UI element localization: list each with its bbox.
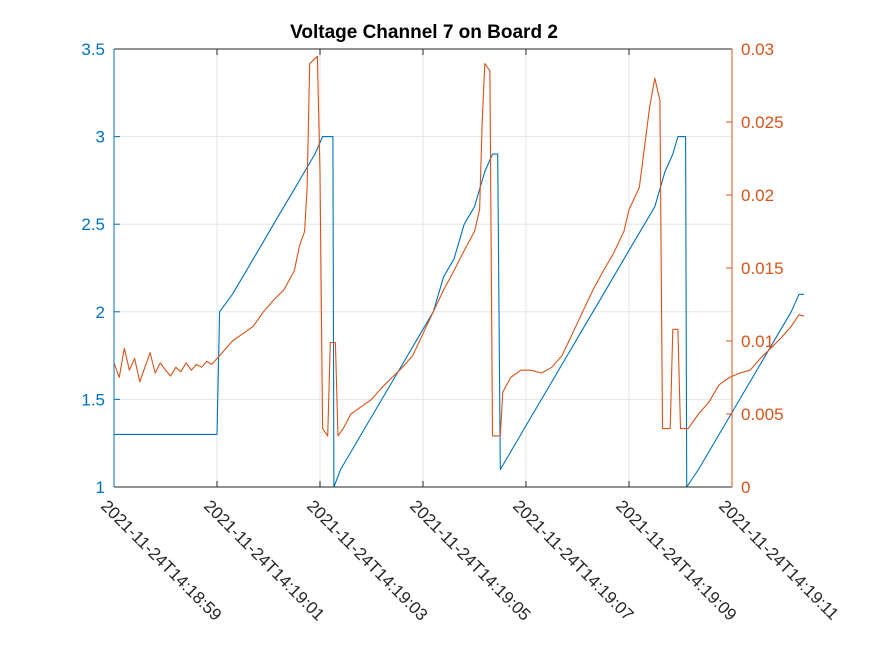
right-y-tick-label: 0.01 xyxy=(741,332,774,351)
right-y-tick-label: 0.005 xyxy=(741,405,784,424)
right-y-tick-label: 0 xyxy=(741,478,750,497)
left-y-tick-label: 1 xyxy=(96,478,105,497)
right-y-tick-label: 0.02 xyxy=(741,186,774,205)
left-y-tick-label: 3 xyxy=(96,128,105,147)
series-line-left-axis xyxy=(114,136,805,488)
right-y-tick-labels: 0 0.005 0.01 0.015 0.02 0.025 0.03 xyxy=(741,40,784,497)
left-y-tick-label: 2.5 xyxy=(81,215,105,234)
right-y-tick-label: 0.03 xyxy=(741,40,774,59)
right-y-tick-label: 0.025 xyxy=(741,113,784,132)
series-group xyxy=(113,55,805,488)
left-y-tick-label: 3.5 xyxy=(81,40,105,59)
left-y-tick-label: 2 xyxy=(96,303,105,322)
x-tick-labels: 2021-11-24T14:18:592021-11-24T14:19:0120… xyxy=(97,496,842,624)
chart-title: Voltage Channel 7 on Board 2 xyxy=(290,22,558,43)
right-y-tick-label: 0.015 xyxy=(741,259,784,278)
left-y-tick-label: 1.5 xyxy=(81,390,105,409)
series-line-right-axis xyxy=(113,55,805,437)
grid-lines xyxy=(113,48,733,488)
left-y-tick-labels: 1 1.5 2 2.5 3 3.5 xyxy=(81,40,105,497)
axes-group xyxy=(113,48,733,488)
